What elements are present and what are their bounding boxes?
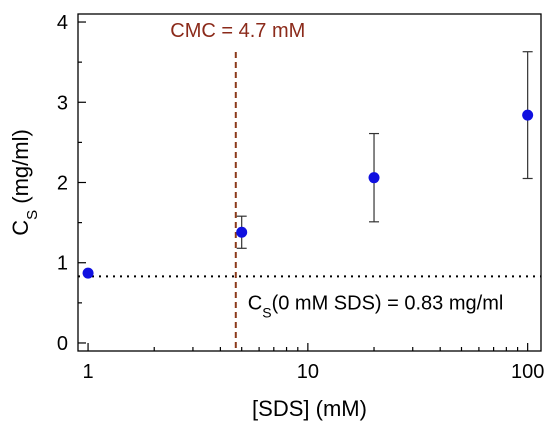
reference-lines — [78, 52, 541, 351]
y-tick-label: 3 — [57, 92, 68, 114]
y-axis-title-rest: (mg/ml) — [8, 129, 33, 210]
baseline-annotation-main: C — [248, 292, 262, 314]
cmc-annotation: CMC = 4.7 mM — [170, 20, 305, 42]
x-tick-label: 10 — [297, 361, 319, 383]
x-axis-title: [SDS] (mM) — [252, 396, 367, 421]
baseline-annotation-rest: (0 mM SDS) = 0.83 mg/ml — [272, 292, 504, 314]
y-tick-label: 2 — [57, 173, 68, 195]
error-bars — [236, 51, 533, 249]
y-axis-title-main: C — [8, 220, 33, 236]
y-tick-label: 0 — [57, 333, 68, 355]
data-point — [368, 172, 380, 184]
x-tick-label: 1 — [82, 361, 93, 383]
y-axis-ticks: 0 1 2 3 4 — [57, 12, 86, 355]
y-axis-title: CS (mg/ml) — [8, 129, 41, 236]
data-point — [522, 109, 534, 121]
baseline-annotation-sub: S — [262, 304, 271, 320]
data-point — [236, 226, 248, 238]
y-tick-label: 1 — [57, 253, 68, 275]
x-axis-ticks: 1 10 100 — [82, 343, 544, 383]
baseline-annotation: CS(0 mM SDS) = 0.83 mg/ml — [248, 292, 504, 320]
y-axis-title-sub: S — [24, 210, 41, 220]
data-points — [82, 109, 534, 279]
x-tick-label: 100 — [511, 361, 544, 383]
y-tick-label: 4 — [57, 12, 68, 34]
data-point — [82, 267, 94, 279]
